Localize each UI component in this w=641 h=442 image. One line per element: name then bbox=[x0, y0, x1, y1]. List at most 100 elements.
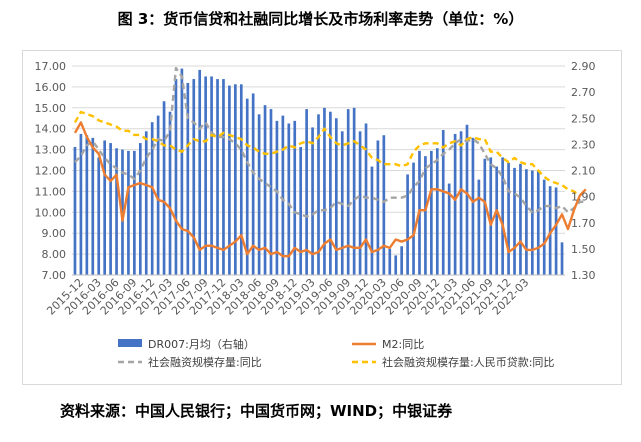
dr007-bar bbox=[459, 131, 463, 275]
dr007-bar bbox=[412, 162, 415, 275]
dr007-bar bbox=[382, 135, 386, 275]
y-right-tick-label: 2.70 bbox=[571, 86, 596, 99]
dr007-bar bbox=[394, 255, 398, 275]
y-right-tick-label: 2.30 bbox=[571, 138, 596, 151]
dr007-bar bbox=[299, 146, 303, 275]
y-left-tick-label: 13.00 bbox=[35, 144, 67, 157]
dr007-bar bbox=[465, 124, 469, 275]
dr007-bar bbox=[435, 148, 439, 275]
dr007-bar bbox=[471, 137, 475, 275]
dr007-bar bbox=[251, 93, 255, 276]
dr007-bar bbox=[192, 79, 196, 275]
y-right-tick-label: 1.70 bbox=[571, 217, 596, 230]
legend-swatch bbox=[118, 339, 142, 347]
tsf-loans-line bbox=[73, 110, 587, 197]
dr007-bar bbox=[85, 135, 89, 275]
legend-label: M2:同比 bbox=[382, 338, 424, 351]
dr007-bar bbox=[222, 79, 225, 275]
source-note: 资料来源：中国人民银行；中国货币网；WIND；中银证券 bbox=[60, 402, 453, 420]
dr007-bar bbox=[133, 150, 136, 275]
dr007-bar bbox=[115, 148, 118, 275]
y-right-tick-label: 1.30 bbox=[571, 269, 596, 282]
dr007-bar bbox=[156, 115, 160, 275]
dr007-bar bbox=[186, 82, 190, 275]
dr007-bar bbox=[542, 179, 546, 275]
y-left-tick-label: 8.00 bbox=[42, 248, 67, 261]
axes: 7.00 8.00 9.00 10.00 11.00 12.00 13.00 14.00 15.… bbox=[35, 60, 596, 318]
legend-label: 社会融资规模存量:人民币贷款:同比 bbox=[382, 355, 554, 369]
series-lines bbox=[73, 66, 587, 258]
y-left-tick-label: 16.00 bbox=[35, 81, 67, 94]
dr007-bar bbox=[180, 68, 184, 275]
y-left-tick-label: 12.00 bbox=[35, 165, 67, 178]
dr007-bar bbox=[168, 111, 172, 275]
dr007-bar bbox=[513, 167, 516, 275]
dr007-bar bbox=[79, 133, 83, 275]
dr007-bar bbox=[216, 79, 219, 275]
dr007-bar bbox=[489, 157, 493, 275]
dr007-bar bbox=[519, 163, 522, 275]
dr007-bar bbox=[447, 183, 451, 275]
dr007-bar bbox=[453, 133, 457, 275]
legend-label: DR007:月均（右轴） bbox=[148, 337, 255, 351]
dr007-bar bbox=[281, 115, 285, 275]
dr007-bar bbox=[364, 123, 368, 275]
dr007-bar bbox=[352, 107, 356, 275]
dr007-bar bbox=[376, 140, 380, 275]
dr007-bar bbox=[536, 170, 540, 275]
dr007-bar bbox=[257, 114, 261, 275]
y-right-tick-label: 2.10 bbox=[571, 165, 596, 178]
dr007-bar bbox=[400, 246, 403, 275]
y-right-tick-label: 1.90 bbox=[571, 191, 596, 204]
dr007-bar bbox=[424, 156, 427, 275]
dr007-bar bbox=[263, 105, 267, 275]
dr007-bar bbox=[127, 150, 130, 275]
dr007-bar bbox=[275, 120, 279, 275]
dr007-bar bbox=[109, 143, 112, 275]
dr007-bar bbox=[198, 69, 202, 275]
dr007-bar bbox=[144, 131, 148, 275]
y-left-tick-label: 9.00 bbox=[42, 227, 67, 240]
chart-frame bbox=[22, 50, 622, 385]
dr007-bar bbox=[245, 98, 249, 275]
y-left-tick-label: 7.00 bbox=[42, 269, 67, 282]
dr007-bar bbox=[329, 111, 332, 275]
dr007-bar bbox=[287, 123, 291, 275]
y-left-tick-label: 17.00 bbox=[35, 60, 67, 73]
y-left-tick-label: 15.00 bbox=[35, 102, 67, 115]
dr007-bar bbox=[210, 76, 213, 275]
dr007-bar bbox=[73, 146, 77, 275]
dr007-bar bbox=[388, 248, 392, 275]
dr007-bar bbox=[554, 187, 558, 275]
dr007-bar bbox=[430, 150, 433, 275]
dr007-bar bbox=[507, 162, 510, 275]
dr007-bar bbox=[548, 186, 552, 275]
dr007-bar bbox=[138, 143, 142, 275]
dr007-bar bbox=[483, 158, 487, 275]
dr007-bar bbox=[317, 114, 320, 275]
chart: 7.00 8.00 9.00 10.00 11.00 12.00 13.00 14.00 15.… bbox=[35, 60, 596, 369]
dr007-bar bbox=[311, 127, 314, 275]
y-left-tick-label: 14.00 bbox=[35, 123, 67, 136]
dr007-bar bbox=[370, 166, 374, 275]
dr007-bar bbox=[406, 174, 409, 275]
dr007-bar bbox=[334, 118, 338, 275]
dr007-bar bbox=[358, 131, 362, 275]
figure-title: 图 3：货币信贷和社融同比增长及市场利率走势（单位：%） bbox=[117, 10, 524, 28]
dr007-bar bbox=[501, 157, 504, 275]
dr007-bar bbox=[323, 107, 326, 275]
dr007-bar bbox=[97, 157, 101, 275]
y-right-tick-label: 2.90 bbox=[571, 60, 596, 73]
dr007-bar bbox=[162, 101, 166, 275]
y-left-tick-label: 10.00 bbox=[35, 206, 67, 219]
dr007-bar bbox=[204, 76, 207, 275]
dr007-bar bbox=[269, 109, 273, 275]
dr007-bar bbox=[150, 122, 154, 275]
m2-line bbox=[73, 121, 587, 258]
dr007-bar bbox=[560, 242, 564, 275]
dr007-bar bbox=[441, 130, 445, 275]
y-right-tick-label: 1.50 bbox=[571, 243, 596, 256]
y-right-tick-label: 2.50 bbox=[571, 112, 596, 125]
dr007-bar bbox=[91, 137, 95, 275]
